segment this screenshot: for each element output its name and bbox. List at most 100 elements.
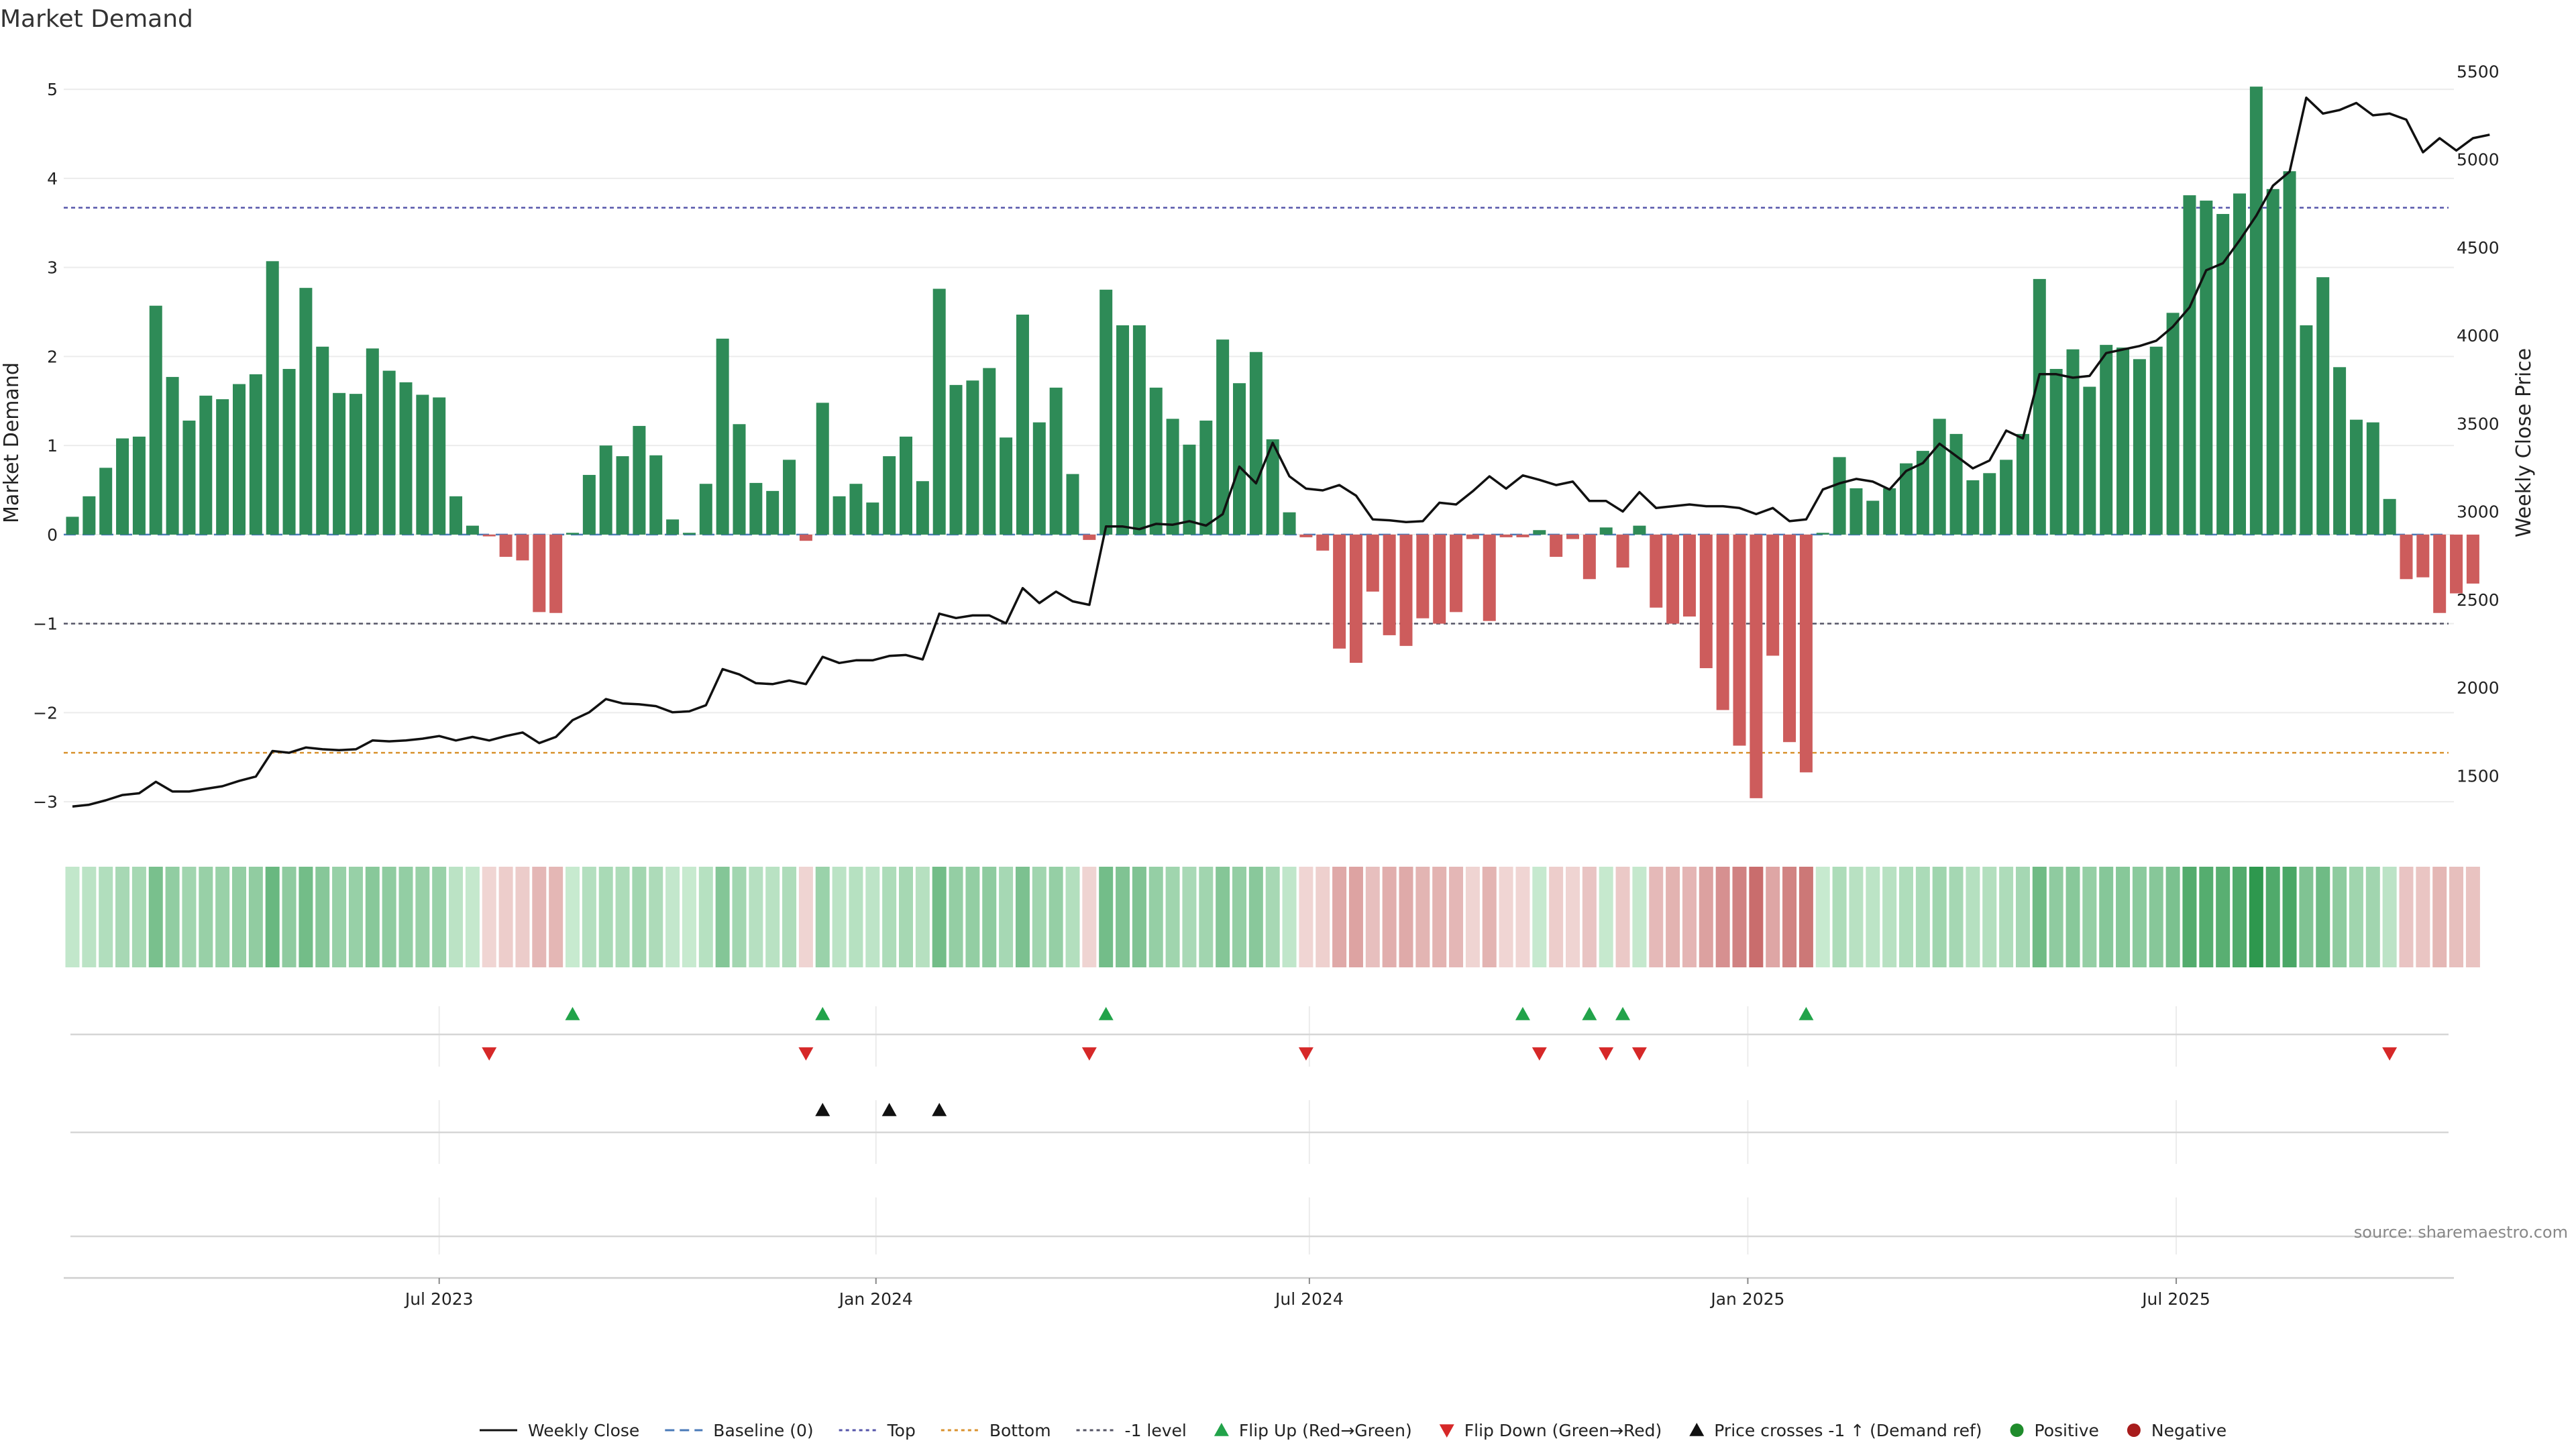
- demand-bar: [1566, 534, 1579, 539]
- demand-bar: [1983, 473, 1996, 535]
- heat-cell: [2399, 867, 2414, 967]
- demand-bar: [2283, 171, 2296, 535]
- heat-cell: [1982, 867, 1997, 967]
- demand-bar: [1049, 387, 1063, 535]
- heat-cell: [465, 867, 480, 967]
- heat-cell: [99, 867, 113, 967]
- legend-label: -1 level: [1125, 1421, 1187, 1440]
- demand-bar: [900, 436, 912, 535]
- flip-up-marker: [565, 1007, 580, 1020]
- x-tick-label: Jan 2024: [838, 1289, 913, 1309]
- heat-cell: [2182, 867, 2197, 967]
- price-cross-marker: [815, 1103, 830, 1116]
- heat-cell: [2165, 867, 2180, 967]
- heat-cell: [2299, 867, 2314, 967]
- heat-cell: [765, 867, 780, 967]
- heat-cell: [1165, 867, 1180, 967]
- weekly-close-series: [72, 96, 2490, 808]
- demand-bar: [333, 392, 346, 535]
- legend-label: Flip Up (Red→Green): [1239, 1421, 1412, 1440]
- legend-swatch: [1689, 1423, 1705, 1436]
- heat-cell: [515, 867, 530, 967]
- legend-label: Weekly Close: [528, 1421, 639, 1440]
- demand-bar: [2166, 313, 2180, 535]
- demand-bar: [2049, 368, 2063, 535]
- flip-down-marker: [482, 1047, 497, 1061]
- weekly-close-line: [72, 96, 2490, 808]
- x-tick-label: Jul 2023: [404, 1289, 474, 1309]
- demand-bar: [1199, 420, 1213, 535]
- x-tick-label: Jul 2025: [2141, 1289, 2210, 1309]
- heat-cell: [2282, 867, 2297, 967]
- heat-cell: [131, 867, 146, 967]
- legend-label: Bottom: [989, 1421, 1051, 1440]
- demand-bar: [2216, 213, 2230, 535]
- heat-cell: [715, 867, 730, 967]
- demand-bar: [566, 533, 579, 535]
- demand-bar: [1249, 352, 1263, 535]
- heat-cell: [2365, 867, 2380, 967]
- demand-bar: [1849, 488, 1863, 535]
- demand-bar: [1533, 530, 1546, 535]
- heat-cell: [498, 867, 513, 967]
- demand-bar: [2316, 277, 2330, 535]
- demand-bar: [466, 525, 479, 535]
- y-tick-label: 5: [47, 80, 58, 99]
- heat-cell: [782, 867, 797, 967]
- heat-cell: [1615, 867, 1630, 967]
- heat-cell: [265, 867, 280, 967]
- heat-cell: [365, 867, 380, 967]
- demand-bar: [2083, 386, 2096, 535]
- heat-cell: [1582, 867, 1597, 967]
- heat-cell: [1766, 867, 1780, 967]
- heat-cell: [1666, 867, 1680, 967]
- legend-label: Negative: [2151, 1421, 2226, 1440]
- heat-cell: [2265, 867, 2280, 967]
- heat-cell: [982, 867, 997, 967]
- heat-cell: [165, 867, 180, 967]
- demand-bar: [1116, 325, 1130, 535]
- demand-bar: [199, 395, 213, 535]
- legend-label: Price crosses -1 ↑ (Demand ref): [1714, 1421, 1982, 1440]
- demand-bar: [1916, 451, 1929, 535]
- demand-bar: [1550, 534, 1563, 557]
- heat-cell: [1899, 867, 1913, 967]
- demand-bar: [2200, 201, 2213, 535]
- y-tick-label-right: 1500: [2457, 766, 2500, 786]
- demand-bar: [2349, 419, 2363, 535]
- heat-cell: [1465, 867, 1480, 967]
- demand-bar: [1083, 534, 1096, 540]
- heat-cell: [832, 867, 847, 967]
- y-tick-label-right: 2000: [2457, 678, 2500, 698]
- y-tick-label-right: 5000: [2457, 150, 2500, 170]
- flip-down-marker: [2382, 1047, 2398, 1061]
- heat-cell: [1148, 867, 1163, 967]
- demand-bar: [2266, 189, 2279, 535]
- heat-cell: [82, 867, 97, 967]
- heat-cell: [199, 867, 213, 967]
- legend-label: Baseline (0): [713, 1421, 813, 1440]
- heat-cell: [1966, 867, 1980, 967]
- demand-bar: [1816, 533, 1829, 535]
- demand-bar: [616, 456, 629, 535]
- demand-bar: [666, 519, 680, 535]
- demand-bar: [2133, 359, 2146, 535]
- heat-cell: [482, 867, 496, 967]
- heat-cell: [965, 867, 980, 967]
- demand-bar: [2000, 460, 2013, 535]
- demand-bar: [682, 533, 696, 535]
- demand-bars: [66, 87, 2479, 798]
- demand-bar: [883, 456, 896, 535]
- demand-bar: [316, 346, 329, 535]
- demand-bar: [166, 376, 179, 535]
- heat-cell: [732, 867, 747, 967]
- flip-down-marker: [798, 1047, 814, 1061]
- demand-bar: [649, 455, 663, 535]
- heat-cell: [2233, 867, 2247, 967]
- price-cross-marker: [932, 1103, 947, 1116]
- x-tick-label: Jul 2024: [1274, 1289, 1344, 1309]
- right-axis-label: Weekly Close Price: [2512, 348, 2536, 537]
- flip-down-marker: [1532, 1047, 1547, 1061]
- demand-bar: [1316, 534, 1330, 551]
- heat-cell: [282, 867, 297, 967]
